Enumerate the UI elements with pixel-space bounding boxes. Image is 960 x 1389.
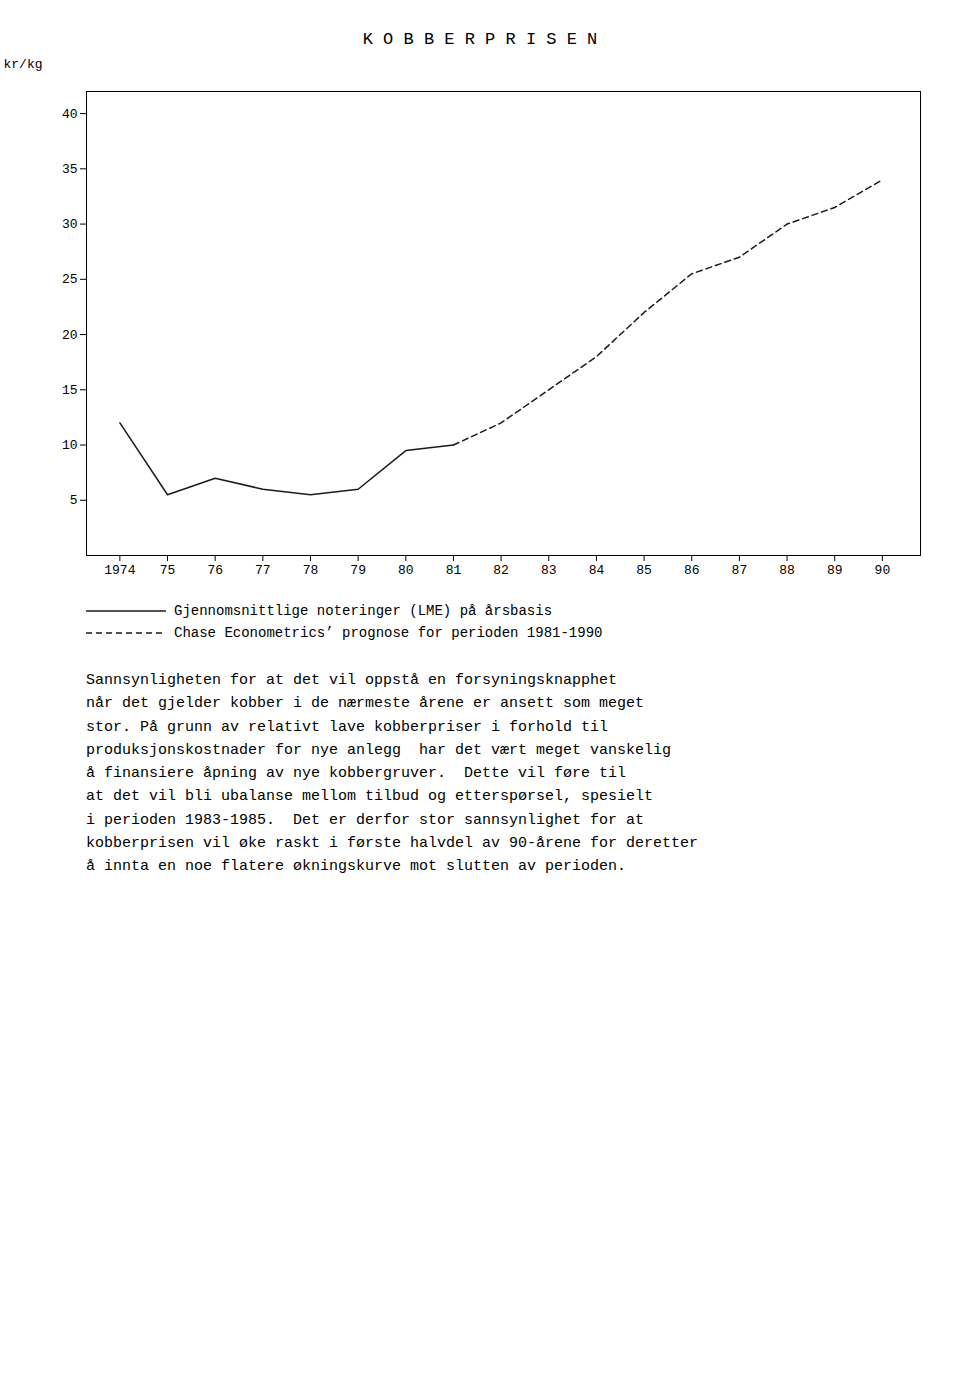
svg-text:25: 25 bbox=[62, 272, 78, 287]
svg-text:kr/kg: kr/kg bbox=[4, 57, 43, 72]
svg-text:83: 83 bbox=[541, 563, 557, 578]
svg-text:84: 84 bbox=[589, 563, 605, 578]
svg-text:88: 88 bbox=[779, 563, 795, 578]
svg-text:86: 86 bbox=[684, 563, 700, 578]
svg-text:78: 78 bbox=[303, 563, 319, 578]
svg-text:87: 87 bbox=[732, 563, 748, 578]
svg-text:35: 35 bbox=[62, 162, 78, 177]
svg-text:81: 81 bbox=[446, 563, 462, 578]
svg-text:80: 80 bbox=[398, 563, 414, 578]
svg-text:5: 5 bbox=[70, 493, 78, 508]
svg-text:90: 90 bbox=[875, 563, 891, 578]
svg-text:89: 89 bbox=[827, 563, 843, 578]
svg-text:10: 10 bbox=[62, 438, 78, 453]
svg-text:79: 79 bbox=[350, 563, 366, 578]
svg-text:20: 20 bbox=[62, 328, 78, 343]
html-text:K O B B E R P R I S E N: K O B B E R P R I S E N bbox=[362, 30, 598, 49]
svg-text:30: 30 bbox=[62, 217, 78, 232]
svg-text:77: 77 bbox=[255, 563, 271, 578]
svg-text:76: 76 bbox=[207, 563, 223, 578]
svg-text:75: 75 bbox=[160, 563, 176, 578]
svg-text:82: 82 bbox=[493, 563, 509, 578]
html-text:Sannsynligheten for at det vil: Sannsynligheten for at det vil oppstå en… bbox=[86, 672, 699, 875]
html-text:Chase Econometrics’ prognose f: Chase Econometrics’ prognose for periode… bbox=[174, 625, 603, 641]
html-text:Gjennomsnittlige noteringer (L: Gjennomsnittlige noteringer (LME) på års… bbox=[174, 603, 553, 619]
svg-text:15: 15 bbox=[62, 383, 78, 398]
svg-text:1974: 1974 bbox=[104, 563, 135, 578]
svg-text:40: 40 bbox=[62, 107, 78, 122]
svg-text:85: 85 bbox=[636, 563, 652, 578]
